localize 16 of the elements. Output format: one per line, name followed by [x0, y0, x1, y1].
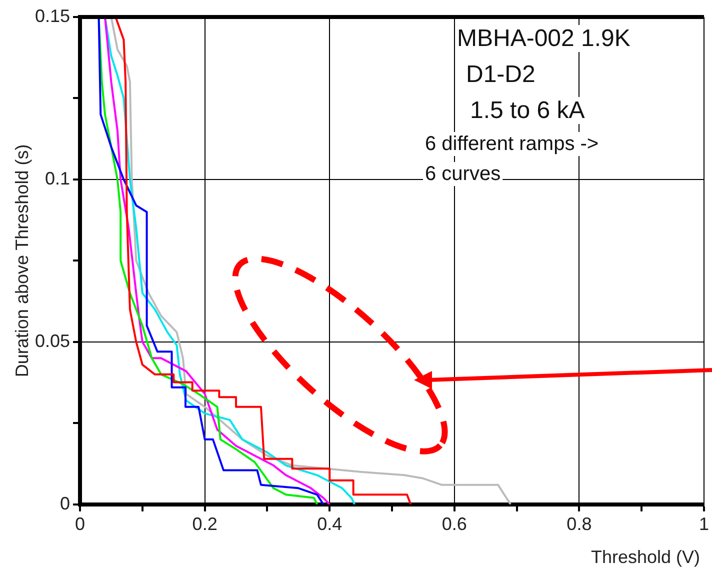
y-tick-label: 0.05 [34, 330, 70, 351]
x-tick-label: 0.2 [192, 514, 218, 534]
annotation: MBHA-002 1.9K [457, 25, 630, 52]
x-tick-label: 0.6 [442, 514, 467, 534]
y-tick-label: 0 [60, 493, 70, 514]
x-tick-label: 1 [698, 514, 709, 534]
x-tick-label: 0.4 [317, 514, 342, 534]
y-tick-label: 0.1 [45, 168, 70, 188]
x-axis-title: Threshold (V) [590, 547, 700, 567]
y-tick-label: 0.15 [34, 6, 70, 26]
annotation: 6 different ramps -> 6 curves [425, 133, 599, 185]
x-tick-label: 0 [75, 514, 86, 534]
annotation: 1.5 to 6 kA [470, 97, 585, 124]
x-tick-label: 0.8 [566, 514, 592, 534]
annotation: D1-D2 [466, 61, 536, 88]
y-axis-title: Duration above Threshold (s) [12, 144, 32, 378]
